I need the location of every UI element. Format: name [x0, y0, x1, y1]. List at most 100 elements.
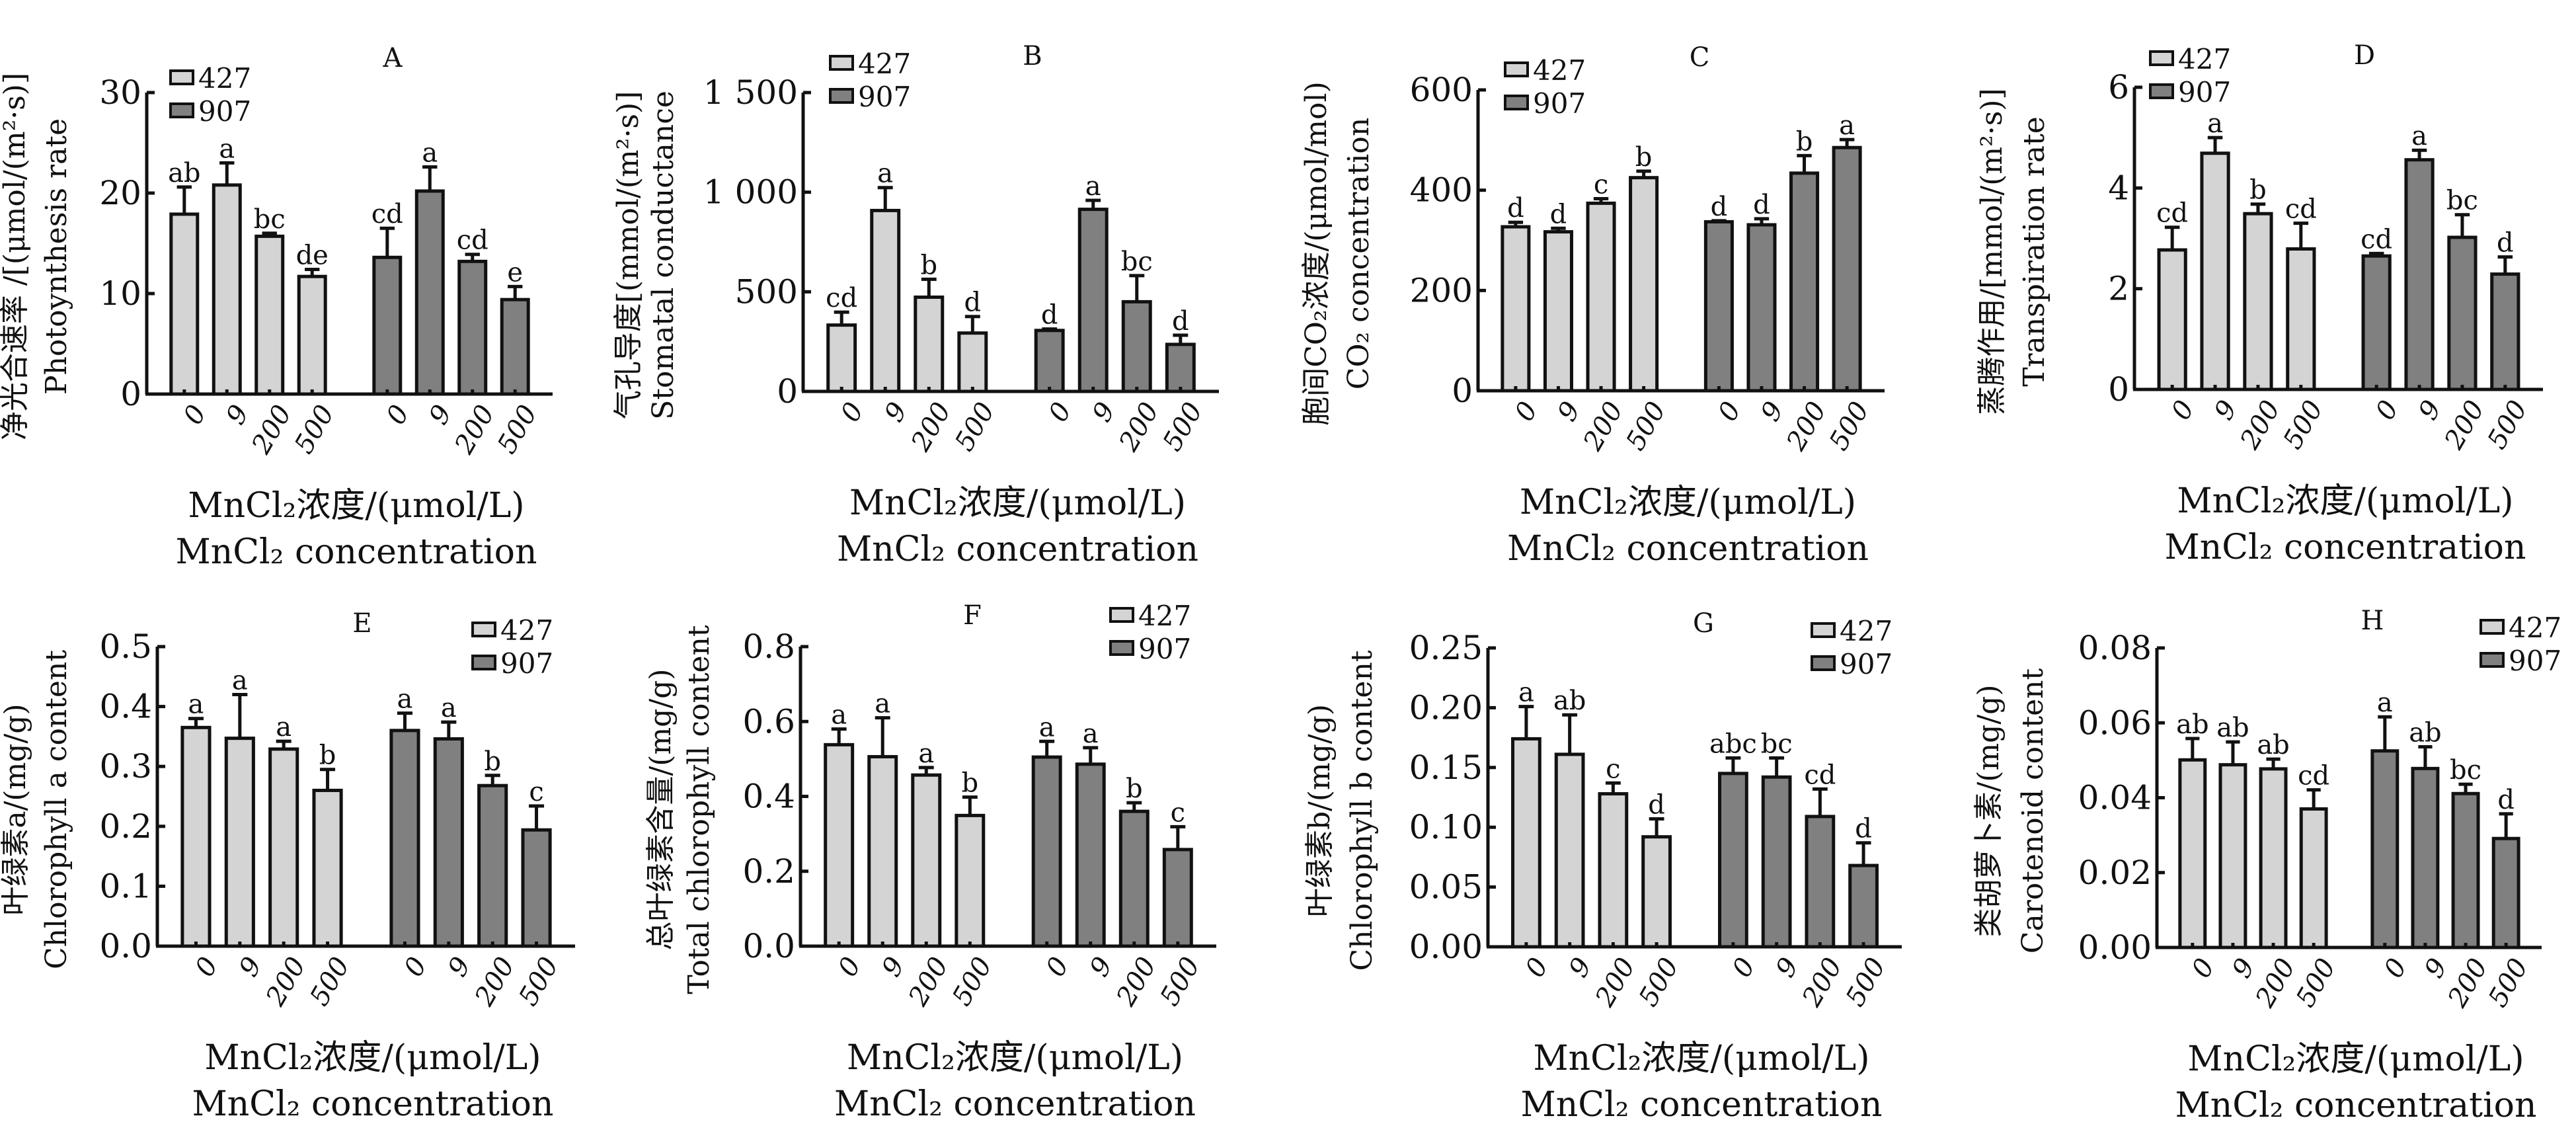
x-tick-label: 500: [1620, 397, 1672, 456]
significance-letter: c: [1606, 754, 1620, 784]
y-tick-label: 0.2: [742, 852, 795, 891]
panel-title: D: [2354, 40, 2375, 71]
bar-907-500: [1832, 145, 1862, 393]
legend-label-427: 427: [2178, 43, 2231, 75]
y-tick-label: 0.04: [2078, 779, 2152, 817]
x-tick-label: 9: [2413, 395, 2448, 425]
bar-907-200: [1805, 815, 1836, 949]
legend-swatch-907: [829, 88, 854, 104]
x-tick-label: 0: [2166, 395, 2201, 425]
x-tick-label: 9: [1755, 397, 1790, 426]
significance-letter: b: [484, 746, 501, 777]
x-tick-label: 200: [1577, 397, 1629, 456]
x-tick-label: 9: [1563, 953, 1598, 983]
x-tick-label: 9: [1084, 952, 1119, 982]
significance-letter: a: [1839, 110, 1855, 141]
bar-427-500: [312, 788, 343, 948]
y-axis-label-cn: 蒸腾作用/[mmol/(m²·s)]: [1975, 88, 2009, 415]
significance-letter: cd: [2285, 194, 2317, 225]
legend-swatch-427: [1504, 61, 1529, 77]
legend-label-907: 907: [500, 647, 553, 680]
x-axis-title-cn: MnCl₂浓度/(μmol/L): [204, 1038, 541, 1078]
y-tick-label: 0: [1452, 372, 1473, 410]
legend-swatch-427: [2479, 619, 2505, 635]
x-tick-label: 0: [1040, 952, 1075, 982]
x-tick-label: 500: [947, 952, 998, 1011]
significance-letter: ab: [2216, 713, 2249, 743]
x-tick-label: 200: [1589, 953, 1641, 1012]
x-tick-label: 500: [289, 400, 340, 459]
panel-title: B: [1023, 41, 1042, 71]
x-tick-label: 0: [832, 952, 867, 982]
x-tick-label: 0: [178, 400, 213, 430]
y-tick-label: 0.4: [99, 688, 152, 726]
x-tick-label: 0: [1043, 397, 1078, 427]
x-tick-label: 9: [220, 400, 255, 430]
y-axis-label-en: Chlorophyll a content: [40, 650, 73, 969]
y-tick-label: 6: [2108, 68, 2129, 106]
x-axis-title-cn: MnCl₂浓度/(μmol/L): [847, 1038, 1183, 1078]
bar-907-9: [1077, 208, 1109, 393]
x-tick-label: 0: [2370, 395, 2405, 425]
legend-label-907: 907: [858, 81, 911, 113]
significance-letter: cd: [826, 283, 857, 313]
significance-letter: cd: [457, 225, 488, 256]
significance-letter: b: [1796, 126, 1813, 157]
bar-427-200: [914, 295, 945, 393]
significance-letter: a: [441, 693, 457, 723]
legend-swatch-427: [471, 622, 496, 637]
significance-letter: a: [422, 138, 438, 168]
legend-label-907: 907: [1533, 87, 1586, 120]
x-axis-title-en: MnCl₂ concentration: [192, 1084, 554, 1124]
significance-letter: b: [962, 768, 979, 799]
bar-427-9: [212, 183, 242, 396]
y-tick-label: 0.10: [1409, 808, 1483, 846]
x-tick-label: 9: [442, 952, 477, 982]
panel-title: F: [963, 600, 982, 631]
bar-907-0: [2361, 254, 2392, 391]
x-tick-label: 200: [246, 400, 298, 460]
legend-label-907: 907: [198, 95, 251, 128]
significance-letter: d: [1507, 193, 1524, 223]
significance-letter: d: [1648, 790, 1665, 821]
y-tick-label: 0: [777, 372, 798, 411]
x-axis-title-en: MnCl₂ concentration: [2175, 1086, 2537, 1124]
panel-E: E 0.0 0.1 0.2 0.3 0.4 0.5 a 0 a 9 a 200 b 500 a 0 a 9 b 200 c…: [0, 608, 575, 1124]
y-tick-label: 10: [99, 274, 141, 313]
x-tick-label: 200: [1113, 397, 1165, 457]
significance-letter: a: [276, 712, 292, 743]
y-tick-label: 0.20: [1409, 688, 1483, 727]
x-tick-label: 9: [2226, 953, 2261, 983]
bar-907-500: [1848, 863, 1879, 949]
significance-letter: d: [2497, 228, 2514, 259]
legend-label-907: 907: [1138, 633, 1191, 665]
significance-letter: cd: [2156, 198, 2188, 229]
bar-427-0: [826, 323, 857, 393]
y-tick-label: 0.05: [1409, 868, 1483, 906]
legend-swatch-427: [2149, 50, 2174, 66]
y-tick-label: 500: [735, 272, 798, 311]
y-axis-label-cn: 叶绿素a/(mg/g): [0, 703, 32, 915]
y-axis-label-cn: 叶绿素b/(mg/g): [1303, 704, 1337, 917]
bar-427-9: [870, 208, 901, 393]
y-axis-label-en: CO₂ concentration: [1342, 118, 1376, 389]
significance-letter: a: [2377, 688, 2393, 718]
significance-letter: d: [1711, 192, 1728, 222]
x-tick-label: 200: [260, 952, 312, 1012]
bar-907-200: [2447, 235, 2478, 391]
significance-letter: a: [219, 134, 235, 164]
x-tick-label: 200: [905, 397, 957, 457]
x-tick-label: 0: [1727, 953, 1762, 983]
x-tick-label: 9: [1552, 397, 1587, 426]
x-axis-title-en: MnCl₂ concentration: [2165, 528, 2526, 567]
y-axis-label-cn: 胞间CO₂浓度/(μmol/mol): [1300, 81, 1333, 426]
bar-427-0: [1501, 225, 1531, 393]
significance-letter: a: [875, 689, 890, 719]
bar-907-9: [2404, 158, 2435, 391]
x-tick-label: 9: [878, 397, 914, 427]
significance-letter: a: [1085, 171, 1101, 202]
x-tick-label: 500: [2277, 395, 2329, 454]
y-axis-label-en: Total chlorophyll content: [682, 625, 716, 994]
bar-907-200: [1789, 171, 1820, 393]
significance-letter: d: [1855, 814, 1872, 844]
